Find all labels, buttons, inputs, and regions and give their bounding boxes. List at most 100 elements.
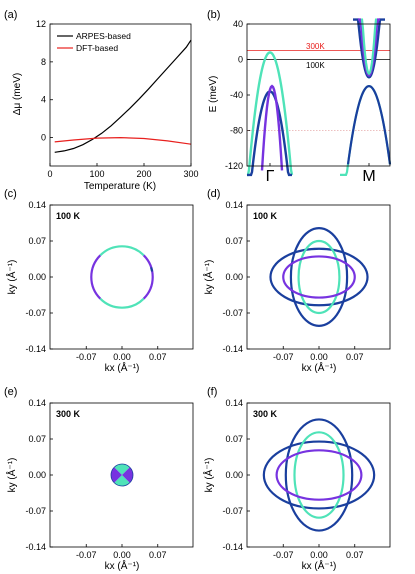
fermi-contour-teal bbox=[297, 239, 341, 315]
series-line-arpes bbox=[54, 39, 192, 153]
fermi-contour-teal bbox=[99, 245, 145, 257]
panel-f: (f) 300 K ky (Å⁻¹) kx (Å⁻¹) 0.14 0.07 0.00 -0.0… bbox=[202, 386, 391, 572]
y-tick-label: -0.14 bbox=[25, 542, 46, 552]
y-axis-label: ky (Å⁻¹) bbox=[5, 260, 18, 295]
y-tick-label: -0.07 bbox=[222, 506, 243, 516]
y-tick-label: 0.14 bbox=[225, 200, 243, 210]
x-tick-label: 200 bbox=[136, 169, 151, 179]
x-tick-label: 100 bbox=[89, 169, 104, 179]
panel-d: (d) 100 K ky (Å⁻¹) kx (Å⁻¹) 0.14 0.07 0.00 -0.0… bbox=[202, 188, 391, 374]
fermi-pocket-teal bbox=[114, 475, 130, 487]
series-line-dft bbox=[54, 136, 192, 145]
temperature-label: 100 K bbox=[253, 211, 278, 221]
y-tick-label: 0.07 bbox=[28, 236, 46, 246]
fermi-contour-navy bbox=[262, 440, 376, 510]
y-tick-label: -0.14 bbox=[25, 344, 46, 354]
x-axis-label: kx (Å⁻¹) bbox=[105, 361, 140, 374]
annotation-300k: 300K bbox=[306, 42, 325, 51]
y-tick-label: 0.07 bbox=[225, 434, 243, 444]
band-navy-m-electron bbox=[353, 18, 385, 79]
panel-a: (a) Δμ (meV) Temperature (K) 0 100 200 300 0… bbox=[4, 9, 199, 192]
x-axis-label-a: Temperature (K) bbox=[84, 181, 156, 192]
panel-label-d: (d) bbox=[207, 188, 220, 200]
legend-label: DFT-based bbox=[76, 43, 118, 53]
x-tick-label: 0.07 bbox=[346, 352, 364, 362]
plot-frame-a bbox=[49, 23, 192, 167]
panel-c: (c) 100 K ky (Å⁻¹) kx (Å⁻¹) 0.14 0.07 0.00 -0.0… bbox=[4, 188, 194, 374]
annotation-100k: 100K bbox=[306, 61, 325, 70]
panel-e: (e) 300 K ky (Å⁻¹) kx (Å⁻¹) 0.14 0.07 0.00 -0.0… bbox=[4, 386, 194, 572]
y-tick-label: 0 bbox=[41, 133, 46, 143]
y-axis-label: ky (Å⁻¹) bbox=[5, 458, 18, 493]
fermi-contour-purple bbox=[142, 254, 154, 300]
panel-label-b: (b) bbox=[207, 9, 220, 21]
band-navy-m-hole bbox=[346, 84, 392, 165]
x-tick-m: M bbox=[362, 168, 375, 185]
plot-frame-e bbox=[49, 402, 194, 548]
panel-label-f: (f) bbox=[207, 386, 217, 398]
y-tick-label: -120 bbox=[225, 161, 243, 171]
x-tick-label: -0.07 bbox=[273, 352, 294, 362]
fermi-contour-navy bbox=[289, 227, 349, 327]
fermi-contour-teal bbox=[99, 297, 145, 309]
y-tick-label: 0.14 bbox=[225, 398, 243, 408]
y-axis-label-a: Δμ (meV) bbox=[12, 73, 23, 115]
panel-label-e: (e) bbox=[4, 386, 17, 398]
temperature-label: 300 K bbox=[56, 409, 81, 419]
y-tick-label: -0.07 bbox=[222, 308, 243, 318]
y-tick-label: -80 bbox=[230, 126, 243, 136]
fermi-contour-navy bbox=[269, 247, 369, 307]
x-tick-label: -0.07 bbox=[76, 550, 97, 560]
band-purple-m-electron bbox=[358, 18, 380, 78]
y-tick-label: -40 bbox=[230, 90, 243, 100]
plot-frame-b bbox=[246, 23, 391, 167]
y-tick-label: -0.07 bbox=[25, 308, 46, 318]
fermi-contour-navy bbox=[150, 267, 154, 272]
x-tick-label: 0 bbox=[47, 169, 52, 179]
y-tick-label: 12 bbox=[36, 19, 46, 29]
y-tick-label: 4 bbox=[41, 95, 46, 105]
fermi-pocket-teal bbox=[114, 463, 130, 475]
y-tick-label: 0.07 bbox=[225, 236, 243, 246]
y-tick-label: 0.14 bbox=[28, 200, 46, 210]
x-tick-label: 0.00 bbox=[113, 550, 131, 560]
plot-frame-f bbox=[246, 402, 391, 548]
x-axis-label: kx (Å⁻¹) bbox=[105, 559, 140, 572]
y-tick-label: 0.00 bbox=[28, 470, 46, 480]
x-tick-label: 0.00 bbox=[310, 352, 328, 362]
temperature-label: 100 K bbox=[56, 211, 81, 221]
x-tick-label: 0.07 bbox=[149, 550, 167, 560]
fermi-pocket-outline bbox=[110, 463, 134, 487]
plot-frame-c bbox=[49, 204, 194, 350]
y-tick-label: 0.14 bbox=[28, 398, 46, 408]
fermi-pocket-purple bbox=[110, 467, 122, 483]
y-tick-label: 0.07 bbox=[28, 434, 46, 444]
plot-frame-d bbox=[246, 204, 391, 350]
y-tick-label: -0.14 bbox=[222, 344, 243, 354]
fermi-contour-purple bbox=[90, 254, 102, 300]
x-tick-gamma: Γ bbox=[266, 168, 275, 185]
y-tick-label: 0.00 bbox=[225, 470, 243, 480]
temperature-label: 300 K bbox=[253, 409, 278, 419]
x-tick-label: 0.00 bbox=[113, 352, 131, 362]
x-tick-label: 0.07 bbox=[149, 352, 167, 362]
y-tick-label: 0.00 bbox=[28, 272, 46, 282]
fermi-contour-purple bbox=[275, 449, 363, 501]
x-axis-label: kx (Å⁻¹) bbox=[302, 361, 337, 374]
panel-label-a: (a) bbox=[4, 9, 17, 21]
panel-label-c: (c) bbox=[4, 188, 17, 200]
x-tick-label: -0.07 bbox=[76, 352, 97, 362]
legend-label: ARPES-based bbox=[76, 31, 131, 41]
y-tick-label: -0.14 bbox=[222, 542, 243, 552]
x-tick-label: 300 bbox=[183, 169, 198, 179]
y-axis-label-b: E (meV) bbox=[208, 76, 219, 113]
x-tick-label: 0.07 bbox=[346, 550, 364, 560]
fermi-contour-purple bbox=[282, 255, 356, 299]
x-axis-label: kx (Å⁻¹) bbox=[302, 559, 337, 572]
fermi-pocket-purple bbox=[122, 467, 134, 483]
x-tick-label: -0.07 bbox=[273, 550, 294, 560]
y-tick-label: 8 bbox=[41, 57, 46, 67]
band-teal-m-electron bbox=[360, 18, 378, 76]
y-tick-label: 0.00 bbox=[225, 272, 243, 282]
